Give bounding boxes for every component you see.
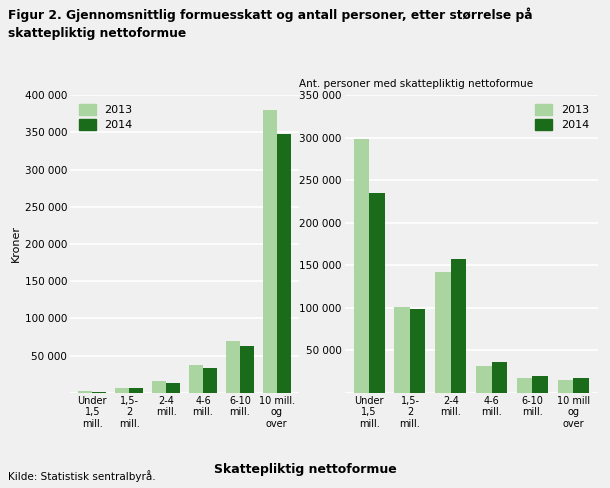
Bar [240,346,254,393]
Text: Ant. personer med skattepliktig nettoformue: Ant. personer med skattepliktig nettofor… [299,79,533,89]
Bar [277,134,291,393]
Bar [354,140,369,393]
Bar [166,383,180,393]
Text: Figur 2. Gjennomsnittlig formuesskatt og antall personer, etter størrelse på: Figur 2. Gjennomsnittlig formuesskatt og… [8,7,533,22]
Text: skattepliktig nettoformue: skattepliktig nettoformue [8,27,186,40]
Legend: 2013, 2014: 2013, 2014 [532,101,592,134]
Bar [451,259,466,393]
Bar [395,307,410,393]
Bar [533,376,548,393]
Bar [410,309,426,393]
Y-axis label: Kroner: Kroner [11,225,21,263]
Bar [436,272,451,393]
Bar [152,381,166,393]
Bar [492,362,507,393]
Bar [189,365,203,393]
Bar [517,378,533,393]
Bar [92,392,106,393]
Bar [129,388,143,393]
Bar [203,368,217,393]
Text: Skattepliktig nettoformue: Skattepliktig nettoformue [214,463,396,476]
Bar [115,387,129,393]
Legend: 2013, 2014: 2013, 2014 [76,101,136,134]
Bar [476,366,492,393]
Bar [263,110,277,393]
Bar [78,391,92,393]
Bar [226,341,240,393]
Bar [369,193,385,393]
Bar [558,380,573,393]
Bar [573,378,589,393]
Text: Kilde: Statistisk sentralbyrå.: Kilde: Statistisk sentralbyrå. [8,470,156,482]
